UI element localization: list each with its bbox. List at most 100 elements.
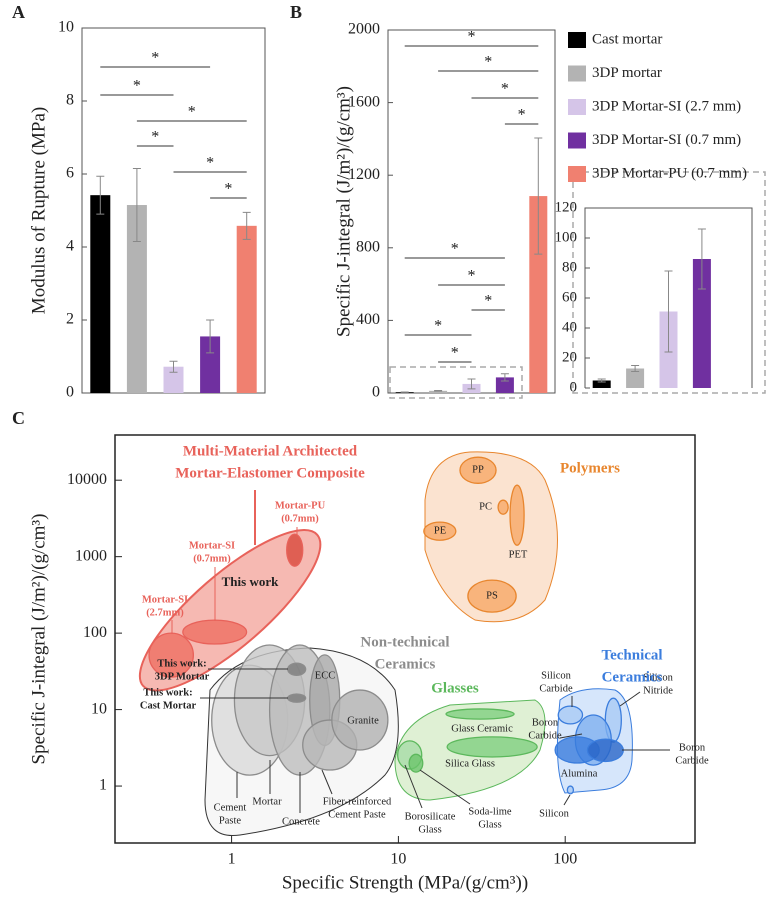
material-region (557, 705, 584, 725)
y-tick-label: 0 (372, 384, 380, 401)
region-label: Nitride (643, 685, 673, 696)
region-label: ECC (315, 670, 335, 681)
x-axis-title: Specific Strength (MPa/(g/cm³)) (282, 872, 528, 893)
y-axis-title: Modulus of Rupture (MPa) (28, 107, 49, 314)
region-label: Silicon (539, 808, 570, 819)
material-region (509, 484, 525, 546)
error-bar (132, 168, 141, 243)
significance-label: * (451, 241, 459, 258)
panel-label: B (290, 2, 302, 22)
bar (692, 259, 711, 388)
region-label: Glass (478, 819, 501, 830)
bar (495, 377, 514, 393)
bar (529, 196, 548, 393)
region-label: Mortar (252, 796, 282, 807)
error-bar (434, 389, 443, 392)
y-tick-label: 0 (570, 379, 578, 395)
error-bar (664, 270, 673, 353)
polymers-envelope (424, 451, 558, 623)
leader-line (419, 769, 471, 805)
region-label: PC (479, 501, 492, 512)
region-label: (0.7mm) (281, 513, 319, 524)
region-label: Glass Ceramic (451, 723, 513, 734)
region-label: Fiber-reinforced (323, 796, 392, 807)
y-tick-label: 1 (99, 777, 107, 794)
y-tick-label: 1600 (348, 93, 380, 110)
significance-label: * (151, 50, 159, 67)
region-label: Carbide (675, 755, 709, 766)
region-label: Boron (532, 717, 559, 728)
region-label: Carbide (539, 683, 573, 694)
significance-label: * (501, 81, 509, 98)
region-label: Silicon (643, 672, 674, 683)
region-label: Mortar-SI (142, 594, 188, 605)
significance-label: * (434, 318, 442, 335)
error-bar (206, 319, 215, 354)
region-label: Cast Mortar (140, 700, 197, 711)
significance-label: * (206, 155, 214, 172)
region-label: PET (509, 549, 528, 560)
leader-line (619, 691, 641, 707)
region-label: Soda-lime (468, 806, 511, 817)
y-tick-label: 2 (66, 311, 74, 328)
significance-label: * (468, 268, 476, 285)
significance-label: * (468, 29, 476, 46)
legend-swatch (568, 132, 586, 149)
bar (429, 390, 448, 393)
region-label: (0.7mm) (193, 553, 231, 564)
bar (592, 380, 611, 388)
region-label: Borosilicate (405, 811, 456, 822)
y-tick-label: 10 (91, 700, 107, 717)
group-label: Multi-Material Architected (183, 443, 358, 459)
plot-frame (114, 434, 696, 844)
y-tick-label: 60 (562, 289, 577, 305)
zoom-box (389, 366, 523, 399)
material-region (497, 499, 509, 515)
y-tick-label: 80 (562, 259, 577, 275)
group-label: Polymers (560, 460, 620, 476)
error-bar (631, 365, 640, 372)
legend-swatch (568, 99, 586, 115)
bar (236, 225, 257, 393)
material-region (446, 736, 538, 758)
error-bar (96, 175, 105, 215)
region-label: Alumina (561, 768, 598, 779)
bar (200, 336, 221, 393)
group-label: Ceramics (602, 669, 663, 685)
legend-label: 3DP Mortar-PU (0.7 mm) (592, 165, 747, 181)
significance-label: * (518, 107, 526, 124)
y-tick-label: 10000 (67, 471, 107, 488)
y-tick-label: 6 (66, 165, 74, 182)
material-region (331, 689, 389, 751)
y-tick-label: 100 (83, 624, 107, 641)
y-tick-label: 1000 (75, 547, 107, 564)
significance-label: * (133, 78, 141, 95)
material-region (148, 632, 195, 678)
region-label: PE (434, 525, 446, 536)
material-region (182, 619, 248, 645)
error-bar (534, 137, 543, 255)
group-label: Glasses (431, 680, 479, 696)
leader-line (321, 769, 333, 795)
y-tick-label: 0 (66, 384, 74, 401)
region-label: PP (472, 464, 484, 475)
material-region (423, 521, 457, 541)
error-bar (500, 373, 509, 382)
region-label: Granite (347, 715, 379, 726)
region-label: Concrete (282, 816, 320, 827)
y-tick-label: 100 (555, 229, 578, 245)
region-label: Paste (219, 815, 242, 826)
material-region (586, 738, 624, 763)
y-tick-label: 20 (562, 349, 577, 365)
legend-swatch (568, 32, 586, 48)
bar (626, 368, 645, 388)
panel-label: C (12, 408, 25, 428)
y-tick-label: 800 (356, 238, 380, 255)
material-region (287, 693, 307, 703)
legend-label: 3DP mortar (592, 65, 662, 81)
significance-label: * (188, 104, 196, 121)
significance-label: * (451, 345, 459, 362)
significance-label: * (224, 181, 232, 198)
significance-label: * (484, 293, 492, 310)
